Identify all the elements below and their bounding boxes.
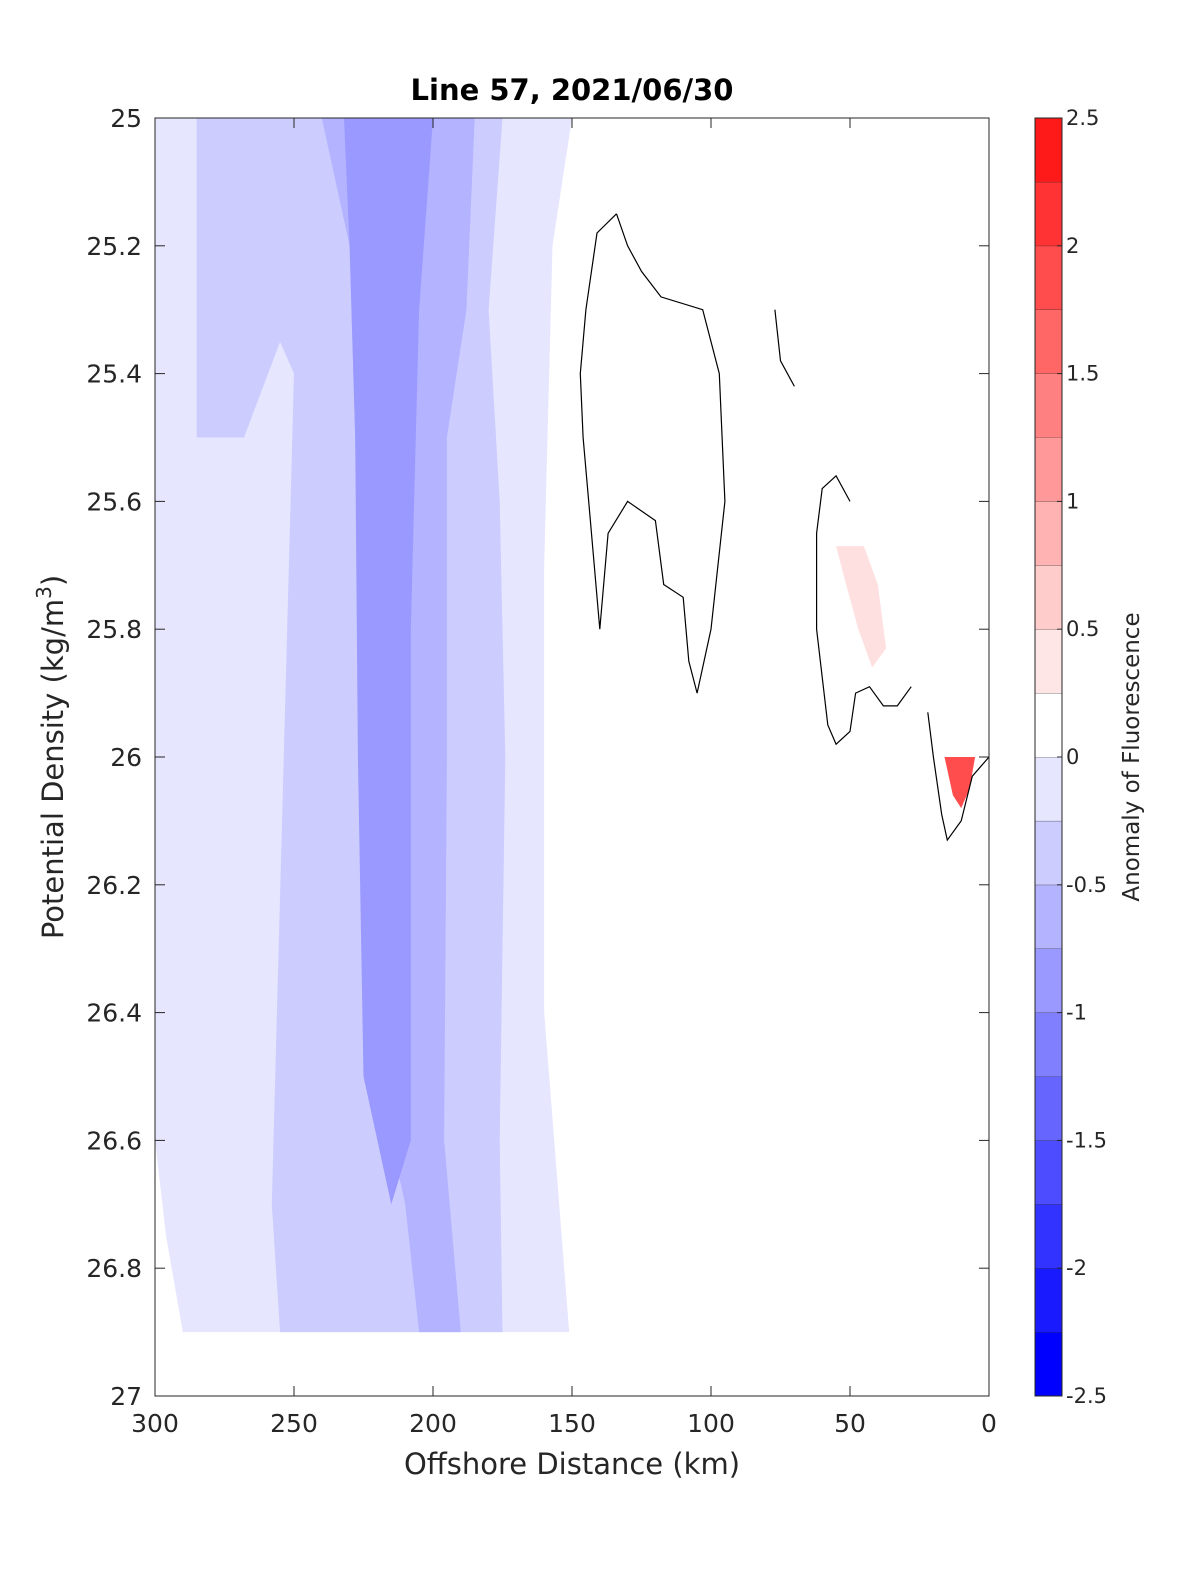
colorbar-tick-label: 1 xyxy=(1066,489,1079,513)
colorbar-segment xyxy=(1035,118,1062,182)
colorbar-tick-label: -1 xyxy=(1066,1001,1087,1025)
colorbar-segment xyxy=(1035,1268,1062,1333)
colorbar-tick-label: -1.5 xyxy=(1066,1128,1107,1152)
contour-fills xyxy=(155,118,572,1333)
zero-contour-line-4 xyxy=(927,712,990,842)
x-tick-label: 100 xyxy=(687,1409,735,1438)
positive-anomaly-patch-2 xyxy=(944,757,976,809)
y-tick-label: 26.2 xyxy=(86,871,142,900)
y-tick-label: 26.4 xyxy=(86,999,142,1028)
colorbar-segment xyxy=(1035,1076,1062,1141)
plot-area: 300 250 200 150 100 50 0 2525.225.425.625.8262… xyxy=(86,104,997,1438)
colorbar-tick-label: 1.5 xyxy=(1066,362,1099,386)
positive-anomaly-fills xyxy=(836,546,976,809)
colorbar-segment xyxy=(1035,1204,1062,1269)
colorbar-tick-label: -0.5 xyxy=(1066,873,1107,897)
zero-contour-line-1 xyxy=(579,213,726,694)
colorbar-segment xyxy=(1035,757,1062,821)
colorbar-tick-label: -2.5 xyxy=(1066,1384,1107,1408)
y-axis-label: Potential Density (kg/m3) xyxy=(32,575,70,939)
colorbar-segment xyxy=(1035,181,1062,246)
y-tick-label: 26.6 xyxy=(86,1126,142,1155)
colorbar-segment xyxy=(1035,565,1062,630)
colorbar-segments xyxy=(1035,117,1062,1396)
colorbar-segment xyxy=(1035,373,1062,438)
colorbar-tick-label: 0 xyxy=(1066,745,1079,769)
colorbar-tick-label: -2 xyxy=(1066,1256,1087,1280)
colorbar-ticks: 2.5 2 1.5 1 0.5 0 -0.5 -1 -1.5 -2 -2.5 xyxy=(1057,106,1107,1408)
x-axis-ticks: 300 250 200 150 100 50 0 xyxy=(131,118,997,1438)
chart-title: Line 57, 2021/06/30 xyxy=(411,73,734,107)
colorbar-tick-label: 2.5 xyxy=(1066,106,1099,130)
colorbar-segment xyxy=(1035,948,1062,1013)
positive-anomaly-patch-1 xyxy=(836,546,887,668)
colorbar-segment xyxy=(1035,693,1062,757)
colorbar: 2.5 2 1.5 1 0.5 0 -0.5 -1 -1.5 -2 -2.5 Anomaly of … xyxy=(1034,106,1145,1408)
colorbar-segment xyxy=(1035,501,1062,566)
contour-fill-level-3 xyxy=(344,118,433,1205)
zero-contour-lines xyxy=(579,213,990,842)
zero-contour-line-2 xyxy=(774,309,795,387)
y-tick-label: 25.4 xyxy=(86,360,142,389)
x-axis-label: Offshore Distance (km) xyxy=(404,1447,740,1481)
zero-contour-line-3 xyxy=(815,474,912,746)
y-axis-label-superscript: 3 xyxy=(32,586,56,599)
y-axis-label-main: Potential Density (kg/m xyxy=(36,599,70,939)
y-tick-label: 25 xyxy=(110,104,142,133)
x-tick-label: 0 xyxy=(981,1409,997,1438)
y-tick-label: 25.2 xyxy=(86,232,142,261)
colorbar-tick-label: 2 xyxy=(1066,234,1079,258)
colorbar-segment xyxy=(1035,309,1062,374)
x-tick-label: 200 xyxy=(409,1409,457,1438)
y-tick-label: 25.6 xyxy=(86,487,142,516)
colorbar-segment xyxy=(1035,1012,1062,1077)
x-tick-label: 50 xyxy=(834,1409,866,1438)
x-tick-label: 250 xyxy=(270,1409,318,1438)
colorbar-segment xyxy=(1035,629,1062,694)
colorbar-segment xyxy=(1035,437,1062,502)
y-tick-label: 27 xyxy=(110,1382,142,1411)
colorbar-segment xyxy=(1035,245,1062,310)
y-tick-label: 26 xyxy=(110,743,142,772)
colorbar-segment xyxy=(1035,884,1062,949)
colorbar-segment xyxy=(1035,1332,1062,1396)
colorbar-segment xyxy=(1035,820,1062,885)
colorbar-segment xyxy=(1035,1140,1062,1205)
y-tick-label: 26.8 xyxy=(86,1254,142,1283)
colorbar-label: Anomaly of Fluorescence xyxy=(1119,612,1145,901)
x-tick-label: 300 xyxy=(131,1409,179,1438)
y-tick-label: 25.8 xyxy=(86,615,142,644)
y-axis-label-close: ) xyxy=(36,575,70,586)
colorbar-tick-label: 0.5 xyxy=(1066,617,1099,641)
y-axis-ticks: 25 25.2 25.4 25.6 25.8 26 26.2 26.4 26.6 26.8 27 xyxy=(86,104,989,1411)
x-tick-label: 150 xyxy=(548,1409,596,1438)
